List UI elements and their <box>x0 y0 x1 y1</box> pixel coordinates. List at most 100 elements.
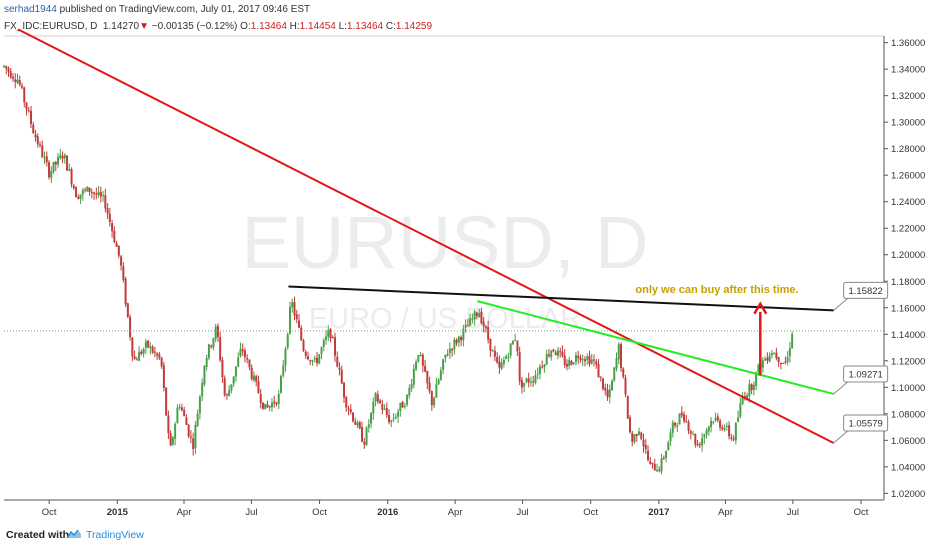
low-label: L: <box>338 21 347 32</box>
author-link[interactable]: serhad1944 <box>4 4 57 15</box>
symbol-label[interactable]: FX_IDC:EURUSD, D <box>4 21 98 32</box>
candle-body <box>102 195 105 197</box>
candle-body <box>538 366 541 374</box>
candle-body <box>169 433 172 446</box>
candle-body <box>460 337 463 341</box>
candle-body <box>277 393 280 405</box>
candle-body <box>728 425 731 437</box>
candle-body <box>385 407 388 416</box>
candle-body <box>68 169 71 171</box>
candle-body <box>604 387 607 391</box>
candle-body <box>719 420 722 428</box>
candle-body <box>284 348 287 366</box>
candle-body <box>469 318 472 326</box>
candle-body <box>198 396 201 414</box>
price-change: −0.00135 (−0.12%) <box>151 21 238 32</box>
time-tick-label: Apr <box>448 507 463 518</box>
candle-body <box>775 352 778 359</box>
candle-body <box>153 351 156 353</box>
candle-body <box>12 76 15 79</box>
candle-body <box>514 339 517 341</box>
time-tick-label: Oct <box>42 507 57 518</box>
price-tick-label: 1.08000 <box>891 409 925 420</box>
price-chart[interactable]: EURUSD, D EURO / US DOLLAR 1.36000 1.34000… <box>0 0 932 520</box>
candle-body <box>297 320 300 328</box>
candle-body <box>579 357 582 361</box>
candle-body <box>444 354 447 359</box>
candle-body <box>462 328 465 341</box>
candle-body <box>746 395 749 400</box>
candle-body <box>43 157 46 159</box>
candle-body <box>318 354 321 364</box>
candle-body <box>480 312 483 324</box>
candle-body <box>685 420 688 422</box>
candle-body <box>590 359 593 364</box>
candle-body <box>509 343 512 356</box>
candle-body <box>507 356 510 358</box>
candle-body <box>484 326 487 329</box>
label-connector <box>833 381 848 395</box>
candle-body <box>421 354 424 366</box>
tradingview-brand[interactable]: TradingView <box>86 529 144 541</box>
candle-body <box>518 352 521 382</box>
candle-body <box>381 403 384 410</box>
candle-body <box>597 363 600 378</box>
candle-body <box>214 326 217 339</box>
candle-body <box>660 458 663 472</box>
candle-body <box>252 375 255 381</box>
candle-body <box>232 376 235 384</box>
candle-body <box>644 445 647 450</box>
candle-body <box>347 408 350 410</box>
candle-body <box>70 169 73 185</box>
candle-body <box>117 245 120 256</box>
candle-body <box>21 85 24 88</box>
candle-body <box>316 357 319 363</box>
candle-body <box>16 79 19 83</box>
candle-body <box>556 350 559 356</box>
candle-body <box>716 416 719 421</box>
candle-body <box>81 190 84 195</box>
time-tick-label: Apr <box>177 507 192 518</box>
candle-body <box>187 424 190 437</box>
candle-body <box>234 366 237 377</box>
candle-body <box>491 349 494 352</box>
candle-body <box>464 324 467 328</box>
candle-body <box>39 144 42 146</box>
candle-body <box>124 278 127 305</box>
candle-body <box>520 380 523 388</box>
candle-body <box>397 411 400 417</box>
price-tick-label: 1.04000 <box>891 462 925 473</box>
price-label-box <box>843 365 889 383</box>
candle-body <box>563 355 566 366</box>
candle-body <box>426 371 429 384</box>
candle-body <box>457 336 460 343</box>
candle-body <box>471 318 474 320</box>
tradingview-logo-icon <box>66 529 81 539</box>
candle-body <box>259 394 262 403</box>
candle-body <box>25 102 28 110</box>
candle-body <box>455 339 458 344</box>
candle-body <box>552 349 555 352</box>
close-label: C: <box>385 21 396 32</box>
candle-body <box>57 156 60 165</box>
candle-body <box>547 354 550 356</box>
candle-body <box>50 170 53 178</box>
candle-body <box>111 223 114 232</box>
candle-body <box>633 434 636 442</box>
candle-body <box>286 334 289 348</box>
candle-body <box>138 351 141 361</box>
candle-body <box>273 401 276 404</box>
candle-body <box>162 365 165 388</box>
candle-body <box>770 353 773 356</box>
candle-body <box>424 365 427 372</box>
candle-body <box>613 367 616 381</box>
candle-body <box>651 462 654 464</box>
candle-body <box>586 356 589 360</box>
candle-body <box>698 444 701 446</box>
time-tick-label: Jul <box>787 507 799 518</box>
candle-body <box>52 161 55 172</box>
candle-body <box>592 359 595 361</box>
candle-body <box>361 427 364 442</box>
candle-body <box>401 401 404 408</box>
candle-body <box>223 378 226 396</box>
